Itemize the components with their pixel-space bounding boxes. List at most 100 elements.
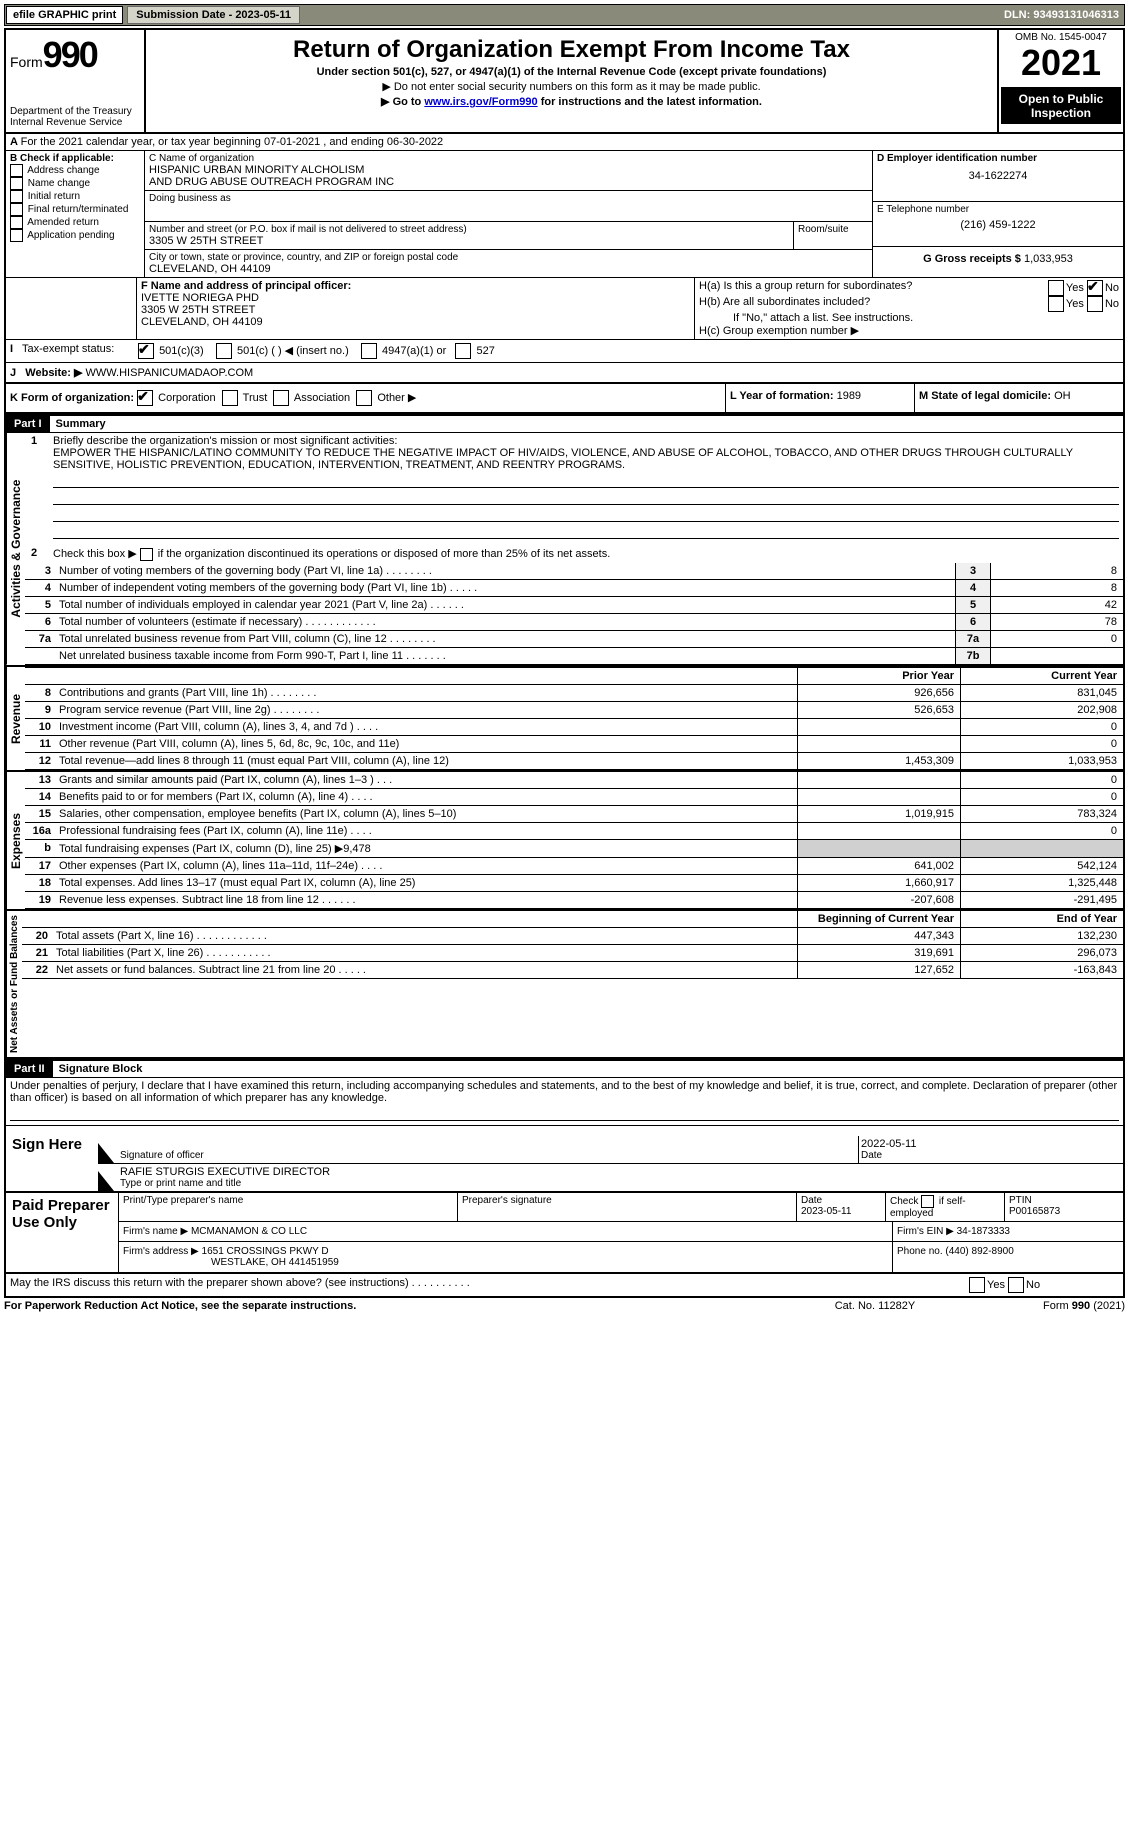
k-label: K Form of organization:	[10, 392, 134, 404]
goto-pre: ▶ Go to	[381, 96, 424, 108]
c-name-label: C Name of organization	[149, 153, 868, 164]
check-other[interactable]	[356, 390, 372, 406]
hb-yes[interactable]	[1048, 296, 1064, 312]
gov-vert-label: Activities & Governance	[6, 433, 25, 665]
submission-date[interactable]: Submission Date - 2023-05-11	[127, 6, 300, 24]
firm-phone: (440) 892-8900	[945, 1246, 1013, 1257]
m-label: M State of legal domicile:	[919, 390, 1051, 402]
exp-vert-label: Expenses	[6, 772, 25, 909]
firm-name: MCMANAMON & CO LLC	[191, 1226, 307, 1237]
tax-exempt-label: Tax-exempt status:	[22, 343, 138, 359]
dba-label: Doing business as	[149, 193, 868, 204]
print-name-label: Type or print name and title	[120, 1178, 1121, 1189]
room-suite: Room/suite	[793, 222, 872, 249]
gov-row: 3Number of voting members of the governi…	[25, 563, 1123, 580]
firm-ein: 34-1873333	[957, 1226, 1010, 1237]
street-label: Number and street (or P.O. box if mail i…	[149, 224, 789, 235]
summary-row: 19Revenue less expenses. Subtract line 1…	[25, 892, 1123, 909]
summary-row: 10Investment income (Part VIII, column (…	[25, 719, 1123, 736]
check-initial-return[interactable]	[10, 190, 23, 203]
part1-header: Part I	[6, 416, 50, 432]
discuss-yes[interactable]	[969, 1277, 985, 1293]
officer-label: F Name and address of principal officer:	[141, 280, 690, 292]
form-header: Form990 Department of the Treasury Inter…	[6, 30, 1123, 134]
summary-row: 18Total expenses. Add lines 13–17 (must …	[25, 875, 1123, 892]
check-corp[interactable]	[137, 390, 153, 406]
hb-no[interactable]	[1087, 296, 1103, 312]
check-self-employed[interactable]	[921, 1195, 934, 1208]
section-B: B Check if applicable: Address change Na…	[6, 151, 145, 277]
prep-date: 2023-05-11	[801, 1206, 851, 1217]
check-discontinued[interactable]	[140, 548, 153, 561]
cat-no: Cat. No. 11282Y	[775, 1300, 975, 1312]
q2-text: Check this box ▶ if the organization dis…	[53, 548, 610, 560]
check-assoc[interactable]	[273, 390, 289, 406]
declaration-text: Under penalties of perjury, I declare th…	[6, 1078, 1123, 1106]
col-end: End of Year	[960, 911, 1123, 927]
h-b-note: If "No," attach a list. See instructions…	[699, 312, 1119, 324]
summary-row: 11Other revenue (Part VIII, column (A), …	[25, 736, 1123, 753]
dln: DLN: 93493131046313	[1004, 9, 1123, 21]
check-501c3[interactable]	[138, 343, 154, 359]
tax-year: 2021	[1001, 43, 1121, 88]
officer-street: 3305 W 25TH STREET	[141, 304, 690, 316]
gross-value: 1,033,953	[1024, 253, 1073, 265]
officer-name: IVETTE NORIEGA PHD	[141, 292, 690, 304]
city-label: City or town, state or province, country…	[149, 252, 868, 263]
check-address-change[interactable]	[10, 164, 23, 177]
summary-row: 13Grants and similar amounts paid (Part …	[25, 772, 1123, 789]
website-value: WWW.HISPANICUMADAOP.COM	[86, 367, 254, 379]
h-c: H(c) Group exemption number ▶	[699, 324, 1119, 337]
officer-print-name: RAFIE STURGIS EXECUTIVE DIRECTOR	[120, 1166, 1121, 1178]
gov-row: 4Number of independent voting members of…	[25, 580, 1123, 597]
irs-link[interactable]: www.irs.gov/Form990	[424, 96, 537, 108]
summary-row: 20Total assets (Part X, line 16) . . . .…	[22, 928, 1123, 945]
phone-value: (216) 459-1222	[877, 219, 1119, 231]
ha-yes[interactable]	[1048, 280, 1064, 296]
gov-row: Net unrelated business taxable income fr…	[25, 648, 1123, 665]
org-name-1: HISPANIC URBAN MINORITY ALCHOLISM	[149, 164, 868, 176]
q1-label: Briefly describe the organization's miss…	[53, 435, 397, 447]
h-a: H(a) Is this a group return for subordin…	[699, 280, 912, 296]
check-trust[interactable]	[222, 390, 238, 406]
check-527[interactable]	[455, 343, 471, 359]
check-amended[interactable]	[10, 216, 23, 229]
form-subtitle: Under section 501(c), 527, or 4947(a)(1)…	[150, 66, 993, 78]
summary-row: 22Net assets or fund balances. Subtract …	[22, 962, 1123, 979]
part2-header-row: Part II Signature Block	[6, 1059, 1123, 1078]
gov-row: 6Total number of volunteers (estimate if…	[25, 614, 1123, 631]
summary-row: 17Other expenses (Part IX, column (A), l…	[25, 858, 1123, 875]
gov-row: 5Total number of individuals employed in…	[25, 597, 1123, 614]
sign-here-label: Sign Here	[6, 1126, 98, 1191]
org-name-2: AND DRUG ABUSE OUTREACH PROGRAM INC	[149, 176, 868, 188]
firm-addr1: 1651 CROSSINGS PKWY D	[202, 1246, 329, 1257]
efile-label: efile GRAPHIC print	[6, 6, 123, 24]
discuss-no[interactable]	[1008, 1277, 1024, 1293]
summary-row: 8Contributions and grants (Part VIII, li…	[25, 685, 1123, 702]
paid-preparer-label: Paid Preparer Use Only	[6, 1193, 118, 1272]
summary-row: 9Program service revenue (Part VIII, lin…	[25, 702, 1123, 719]
part1-header-row: Part I Summary	[6, 414, 1123, 433]
year-formation: 1989	[837, 390, 861, 402]
summary-row: 15Salaries, other compensation, employee…	[25, 806, 1123, 823]
phone-label: E Telephone number	[877, 204, 1119, 215]
h-b: H(b) Are all subordinates included?	[699, 296, 870, 312]
check-final-return[interactable]	[10, 203, 23, 216]
sign-arrow-icon-2	[98, 1171, 114, 1191]
ha-no[interactable]	[1087, 280, 1103, 296]
open-inspection: Open to Public Inspection	[1001, 88, 1121, 124]
ein-label: D Employer identification number	[877, 153, 1119, 164]
check-501c[interactable]	[216, 343, 232, 359]
privacy-note: ▶ Do not enter social security numbers o…	[150, 80, 993, 93]
col-begin: Beginning of Current Year	[797, 911, 960, 927]
summary-row: 14Benefits paid to or for members (Part …	[25, 789, 1123, 806]
ein-value: 34-1622274	[877, 170, 1119, 182]
check-4947[interactable]	[361, 343, 377, 359]
form-990-frame: Form990 Department of the Treasury Inter…	[4, 28, 1125, 1298]
check-app-pending[interactable]	[10, 229, 23, 242]
org-city: CLEVELAND, OH 44109	[149, 263, 868, 275]
part2-title: Signature Block	[53, 1063, 143, 1075]
check-name-change[interactable]	[10, 177, 23, 190]
col-prior: Prior Year	[797, 668, 960, 684]
officer-city: CLEVELAND, OH 44109	[141, 316, 690, 328]
